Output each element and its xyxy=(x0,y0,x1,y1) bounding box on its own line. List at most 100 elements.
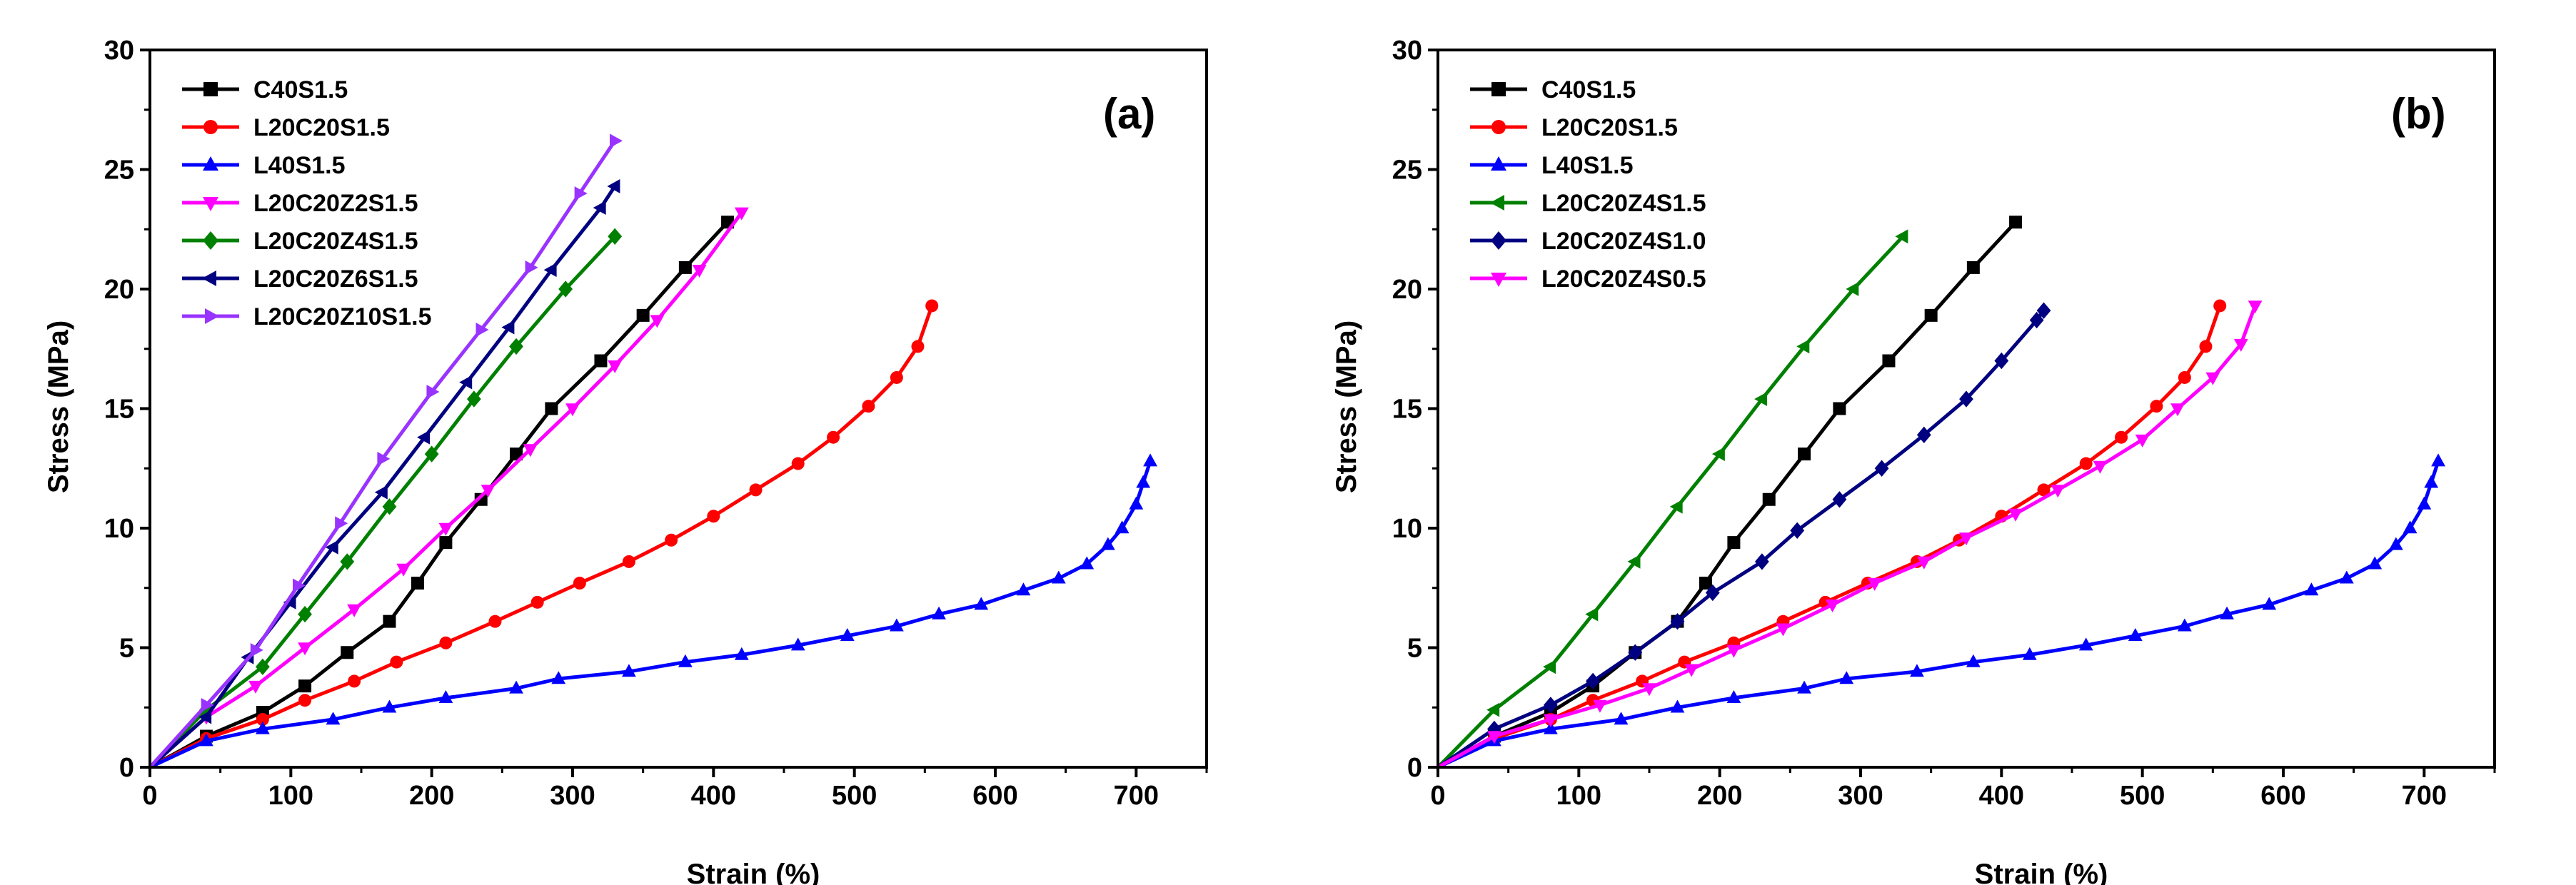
data-point-b xyxy=(2248,300,2263,314)
data-point-b xyxy=(2036,302,2051,319)
data-point-b xyxy=(2009,216,2023,229)
data-point-a xyxy=(199,733,213,747)
data-point-b xyxy=(1910,664,1924,677)
data-point-b xyxy=(1833,402,1846,415)
data-point-a xyxy=(622,664,636,677)
legend-swatch-marker xyxy=(203,82,218,96)
data-point-b xyxy=(2220,606,2234,620)
data-point-a xyxy=(558,280,573,298)
series-b-5 xyxy=(1437,300,2263,769)
data-point-a xyxy=(293,578,306,593)
legend-entry-b: L20C20Z4S0.5 xyxy=(1470,266,1706,293)
y-axis-label-b: Stress (MPa) xyxy=(1331,320,1362,493)
data-point-b xyxy=(1684,664,1699,677)
data-point-a xyxy=(1129,496,1144,510)
legend-entry-b: C40S1.5 xyxy=(1470,76,1636,103)
x-tick-label-b: 500 xyxy=(2120,781,2165,811)
legend-swatch-marker xyxy=(1491,156,1506,171)
data-point-b xyxy=(1699,577,1712,590)
data-point-a xyxy=(488,615,502,628)
legend-swatch-marker xyxy=(203,156,218,171)
legend-label: L20C20Z4S1.5 xyxy=(1541,190,1706,217)
data-point-b xyxy=(2078,637,2093,651)
legend-entry-b: L20C20Z4S1.0 xyxy=(1470,228,1706,255)
data-point-a xyxy=(347,604,362,617)
data-point-a xyxy=(298,642,312,656)
data-point-b xyxy=(2150,400,2163,413)
data-point-b xyxy=(1797,680,1811,694)
data-point-a xyxy=(593,201,606,215)
data-point-b xyxy=(1754,553,1769,570)
y-tick-label-a: 30 xyxy=(104,36,134,66)
x-tick-label-a: 400 xyxy=(691,781,736,811)
data-point-a xyxy=(283,595,296,610)
data-point-a xyxy=(565,403,580,417)
data-point-b xyxy=(1711,447,1725,462)
data-point-b xyxy=(1543,714,1558,727)
data-point-b xyxy=(1670,699,1685,713)
x-tick-label-b: 600 xyxy=(2260,781,2305,811)
data-point-a xyxy=(574,186,588,201)
legend-entry-a: L20C20Z4S1.5 xyxy=(182,228,418,255)
data-point-a xyxy=(827,430,840,444)
data-point-a xyxy=(543,263,557,278)
y-tick-label-b: 15 xyxy=(1392,395,1422,425)
data-point-b xyxy=(1798,447,1811,461)
legend-label: L20C20Z4S0.5 xyxy=(1541,266,1706,293)
legend-label: C40S1.5 xyxy=(1541,76,1636,103)
legend-swatch-marker xyxy=(203,120,218,134)
data-point-b xyxy=(2417,496,2432,510)
data-point-a xyxy=(607,179,620,193)
chart-a-svg: 0 100 200 300 400 500 600 700 0 5 10 15 20 25 30 C40S1… xyxy=(43,36,1208,885)
data-point-a xyxy=(911,340,925,353)
data-point-a xyxy=(326,712,341,725)
data-point-b xyxy=(1959,390,1973,408)
data-point-a xyxy=(734,647,749,660)
data-point-b xyxy=(2199,340,2213,353)
legend-label: C40S1.5 xyxy=(253,76,348,103)
series-line-a xyxy=(149,211,743,769)
data-point-a xyxy=(932,606,946,620)
legend-label: L20C20Z4S1.0 xyxy=(1541,228,1706,255)
data-point-a xyxy=(1016,582,1031,596)
data-point-b xyxy=(1895,229,1908,244)
series-a-6 xyxy=(149,133,623,769)
series-line-b xyxy=(1437,309,2046,769)
data-point-a xyxy=(925,299,939,313)
data-point-a xyxy=(862,400,875,413)
data-point-a xyxy=(749,483,763,497)
data-point-a xyxy=(474,492,488,506)
chart-panel-a: 0 100 200 300 400 500 600 700 0 5 10 15 20 25 30 C40S1… xyxy=(43,36,1208,885)
legend-label: L40S1.5 xyxy=(253,152,346,179)
data-point-a xyxy=(523,444,538,457)
data-point-a xyxy=(248,680,263,694)
data-point-a xyxy=(459,375,473,390)
legend-swatch-marker xyxy=(1491,231,1506,250)
data-point-a xyxy=(481,485,495,498)
data-point-b xyxy=(1585,607,1599,622)
y-tick-label-a: 10 xyxy=(104,514,134,544)
data-point-a xyxy=(791,457,805,470)
data-point-a xyxy=(298,679,312,693)
x-tick-label-a: 500 xyxy=(832,781,877,811)
data-point-b xyxy=(1882,354,1896,368)
x-axis-label-b: Strain (%) xyxy=(1975,859,2108,885)
data-point-a xyxy=(608,360,623,373)
chart-panel-b: 0 100 200 300 400 500 600 700 0 5 10 15 20 25 30 C40S1… xyxy=(1288,0,2576,885)
data-point-a xyxy=(298,605,312,623)
data-point-b xyxy=(1726,644,1741,658)
data-point-a xyxy=(573,577,586,590)
x-tick-label-b: 700 xyxy=(2402,781,2447,811)
data-point-a xyxy=(665,533,678,547)
data-point-a xyxy=(790,637,805,651)
data-point-b xyxy=(1846,282,1859,296)
x-tick-label-b: 0 xyxy=(1430,781,1445,811)
data-point-a xyxy=(201,698,214,712)
data-point-b xyxy=(1959,532,1973,546)
data-point-b xyxy=(1727,536,1741,550)
data-point-a xyxy=(438,522,453,536)
data-point-a xyxy=(1100,537,1115,550)
data-point-a xyxy=(256,713,269,726)
data-point-b xyxy=(2233,338,2248,352)
legend-entry-a: L20C20Z10S1.5 xyxy=(182,303,432,330)
